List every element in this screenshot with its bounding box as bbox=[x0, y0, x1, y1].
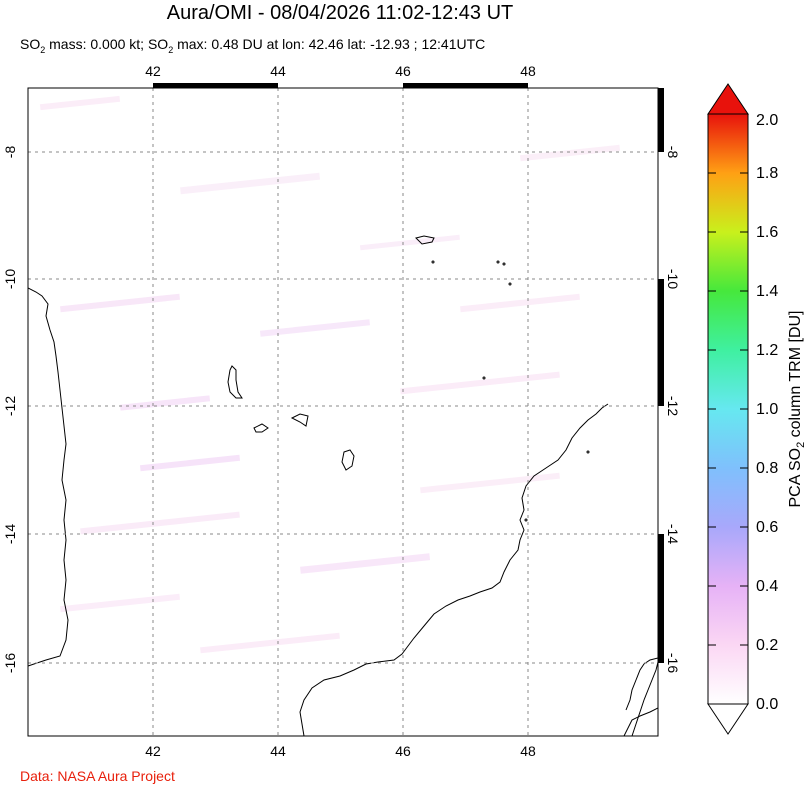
grande-comore bbox=[227, 365, 243, 399]
anjouan bbox=[290, 413, 309, 427]
lon-tick-label: 46 bbox=[395, 63, 411, 79]
colorbar-label: 1.8 bbox=[756, 165, 778, 182]
lon-tick-label: 42 bbox=[145, 63, 161, 79]
lat-tick-label: -12 bbox=[2, 396, 18, 416]
madagascar-coast bbox=[299, 403, 658, 736]
lon-tick-label: 46 bbox=[395, 743, 411, 759]
lat-tick-label: -8 bbox=[665, 146, 681, 159]
colorbar-labels: 0.0 0.2 0.4 0.6 0.8 1.0 1.2 1.4 1.6 1.8 … bbox=[756, 112, 778, 713]
colorbar-label: 1.4 bbox=[756, 283, 778, 300]
lon-ticks-top: 42 44 46 48 bbox=[145, 63, 536, 79]
colorbar-label: 1.0 bbox=[756, 401, 778, 418]
colorbar-label: 0.6 bbox=[756, 519, 778, 536]
africa-coast bbox=[28, 287, 69, 667]
map-area bbox=[28, 88, 658, 736]
lon-ticks-bottom: 42 44 46 48 bbox=[145, 743, 536, 759]
gridlines bbox=[28, 88, 658, 736]
coastlines bbox=[28, 235, 658, 736]
lat-tick-label: -12 bbox=[665, 396, 681, 416]
colorbar-label: 0.0 bbox=[756, 696, 778, 713]
colorbar-label: 0.8 bbox=[756, 460, 778, 477]
moheli bbox=[253, 423, 269, 433]
colorbar-min-arrow bbox=[707, 703, 749, 735]
lat-tick-label: -16 bbox=[665, 653, 681, 673]
glorioso-islands bbox=[415, 235, 435, 245]
colorbar-label: 2.0 bbox=[756, 112, 778, 129]
page-title: Aura/OMI - 08/04/2026 11:02-12:43 UT bbox=[166, 2, 514, 24]
colorbar-max-arrow bbox=[707, 83, 749, 115]
lat-tick-label: -14 bbox=[665, 524, 681, 544]
islet bbox=[502, 262, 506, 266]
lat-tick-label: -14 bbox=[2, 524, 18, 544]
colorbar-label: 0.2 bbox=[756, 637, 778, 654]
data-credit: Data: NASA Aura Project bbox=[20, 768, 175, 784]
map-frame bbox=[27, 83, 664, 737]
colorbar-title: PCA SO2 column TRM [DU] bbox=[787, 311, 807, 508]
islet bbox=[508, 282, 512, 286]
colorbar-label: 1.2 bbox=[756, 342, 778, 359]
lat-tick-label: -10 bbox=[2, 269, 18, 289]
lat-tick-label: -16 bbox=[2, 653, 18, 673]
lon-tick-label: 44 bbox=[270, 63, 286, 79]
lat-ticks-left: -8 -10 -12 -14 -16 bbox=[2, 146, 18, 674]
subtitle: SO2 mass: 0.000 kt; SO2 max: 0.48 DU at … bbox=[20, 36, 486, 55]
lat-tick-label: -8 bbox=[2, 146, 18, 159]
lat-tick-label: -10 bbox=[665, 269, 681, 289]
colorbar-label: 0.4 bbox=[756, 578, 778, 595]
colorbar: 0.0 0.2 0.4 0.6 0.8 1.0 1.2 1.4 1.6 1.8 … bbox=[707, 83, 807, 735]
islet bbox=[482, 376, 486, 380]
islet bbox=[496, 260, 500, 264]
islet bbox=[431, 260, 435, 264]
colorbar-label: 1.6 bbox=[756, 224, 778, 241]
islet bbox=[524, 518, 528, 522]
islet bbox=[586, 450, 590, 454]
colorbar-ticks bbox=[708, 172, 748, 646]
lat-ticks-right: -8 -10 -12 -14 -16 bbox=[665, 146, 681, 674]
madagascar-east-coast bbox=[631, 661, 658, 736]
mayotte bbox=[341, 449, 355, 471]
lon-tick-label: 44 bbox=[270, 743, 286, 759]
so2-field bbox=[39, 95, 621, 654]
lon-tick-label: 48 bbox=[520, 63, 536, 79]
lon-tick-label: 48 bbox=[520, 743, 536, 759]
lon-tick-label: 42 bbox=[145, 743, 161, 759]
